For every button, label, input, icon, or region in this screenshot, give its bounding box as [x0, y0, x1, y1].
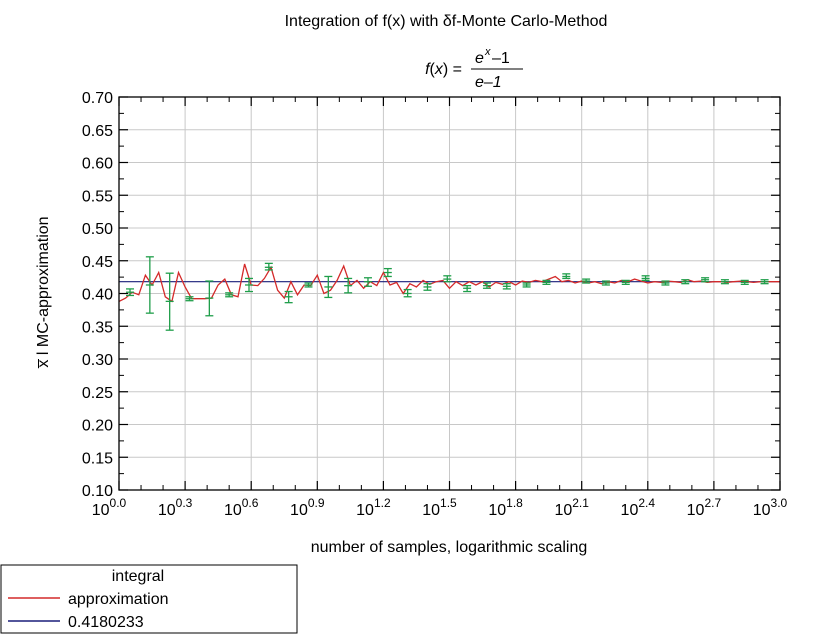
formula: f(x) = e x –1 e–1 [425, 46, 523, 91]
legend-label-approximation: approximation [68, 591, 169, 608]
y-tick-label: 0.65 [82, 123, 113, 140]
ticks [118, 96, 781, 491]
x-tick-label: 102.1 [554, 496, 589, 519]
error-bar [502, 283, 511, 290]
x-tick-label: 102.4 [621, 496, 656, 519]
error-bar [324, 275, 333, 299]
error-bar [185, 296, 194, 302]
y-tick-label: 0.10 [82, 483, 113, 500]
x-tick-label: 102.7 [687, 496, 722, 519]
y-tick-label: 0.60 [82, 156, 113, 173]
y-tick-label: 0.45 [82, 254, 113, 271]
error-bar [403, 288, 412, 298]
error-bar [661, 280, 670, 286]
formula-numerator-exp: x [484, 46, 491, 58]
error-bar [621, 279, 630, 285]
error-bar [423, 283, 432, 291]
formula-denominator: e–1 [475, 74, 502, 91]
error-bar [701, 277, 710, 283]
x-tick-label: 100.3 [158, 496, 193, 519]
x-tick-label: 101.8 [488, 496, 523, 519]
error-bar [601, 280, 610, 286]
grid [118, 96, 781, 491]
y-tick-label: 0.25 [82, 385, 113, 402]
y-tick-label: 0.55 [82, 188, 113, 205]
error-bar [165, 272, 174, 331]
error-bar [562, 273, 571, 280]
error-bar [740, 279, 749, 285]
x-tick-label: 100.9 [290, 496, 325, 519]
error-bars-layer [126, 256, 769, 331]
error-bar [264, 262, 273, 271]
legend: integral approximation 0.4180233 [0, 564, 298, 634]
x-tick-label: 100.0 [92, 496, 127, 519]
x-tick-label: 100.6 [224, 496, 259, 519]
error-bar [284, 290, 293, 304]
error-bar [363, 277, 372, 287]
x-tick-label: 103.0 [753, 496, 788, 519]
y-tick-label: 0.50 [82, 221, 113, 238]
error-bar [482, 282, 491, 289]
error-bar [443, 275, 452, 283]
error-bar [304, 282, 313, 288]
error-bar [760, 279, 769, 285]
error-bar [463, 284, 472, 293]
error-bar [720, 279, 729, 285]
y-axis-label: x̅ l MC-approximation [35, 216, 52, 368]
legend-title: integral [112, 568, 164, 585]
formula-numerator-base: e [475, 50, 484, 67]
error-bar [205, 280, 214, 317]
y-tick-label: 0.20 [82, 418, 113, 435]
formula-numerator-tail: –1 [492, 50, 510, 67]
y-tick-label: 0.30 [82, 352, 113, 369]
error-bar [225, 292, 234, 298]
legend-label-reference: 0.4180233 [68, 614, 144, 631]
y-tick-labels: 0.10 0.15 0.20 0.25 0.30 0.35 0.40 0.45 0.50 0.55… [82, 90, 113, 500]
y-tick-label: 0.70 [82, 90, 113, 107]
error-bar [681, 279, 690, 285]
error-bar [542, 279, 551, 285]
y-tick-label: 0.35 [82, 319, 113, 336]
x-tick-label: 101.2 [356, 496, 391, 519]
y-tick-label: 0.40 [82, 287, 113, 304]
approximation-line [118, 263, 780, 303]
x-tick-label: 101.5 [422, 496, 457, 519]
error-bar [344, 277, 353, 294]
error-bar [383, 267, 392, 278]
y-tick-label: 0.15 [82, 450, 113, 467]
error-bar [522, 282, 531, 288]
x-tick-labels: 100.0 100.3 100.6 100.9 101.2 101.5 101.8 102.1… [92, 496, 788, 519]
error-bar [126, 288, 135, 297]
error-bar [641, 275, 650, 282]
chart-title: Integration of f(x) with δf-Monte Carlo-… [285, 13, 608, 30]
series-layer [118, 263, 780, 303]
error-bar [244, 277, 253, 293]
error-bar [145, 256, 154, 314]
x-axis-label: number of samples, logarithmic scaling [311, 539, 588, 556]
error-bar [582, 278, 591, 284]
formula-lhs: f(x) = [425, 61, 462, 78]
